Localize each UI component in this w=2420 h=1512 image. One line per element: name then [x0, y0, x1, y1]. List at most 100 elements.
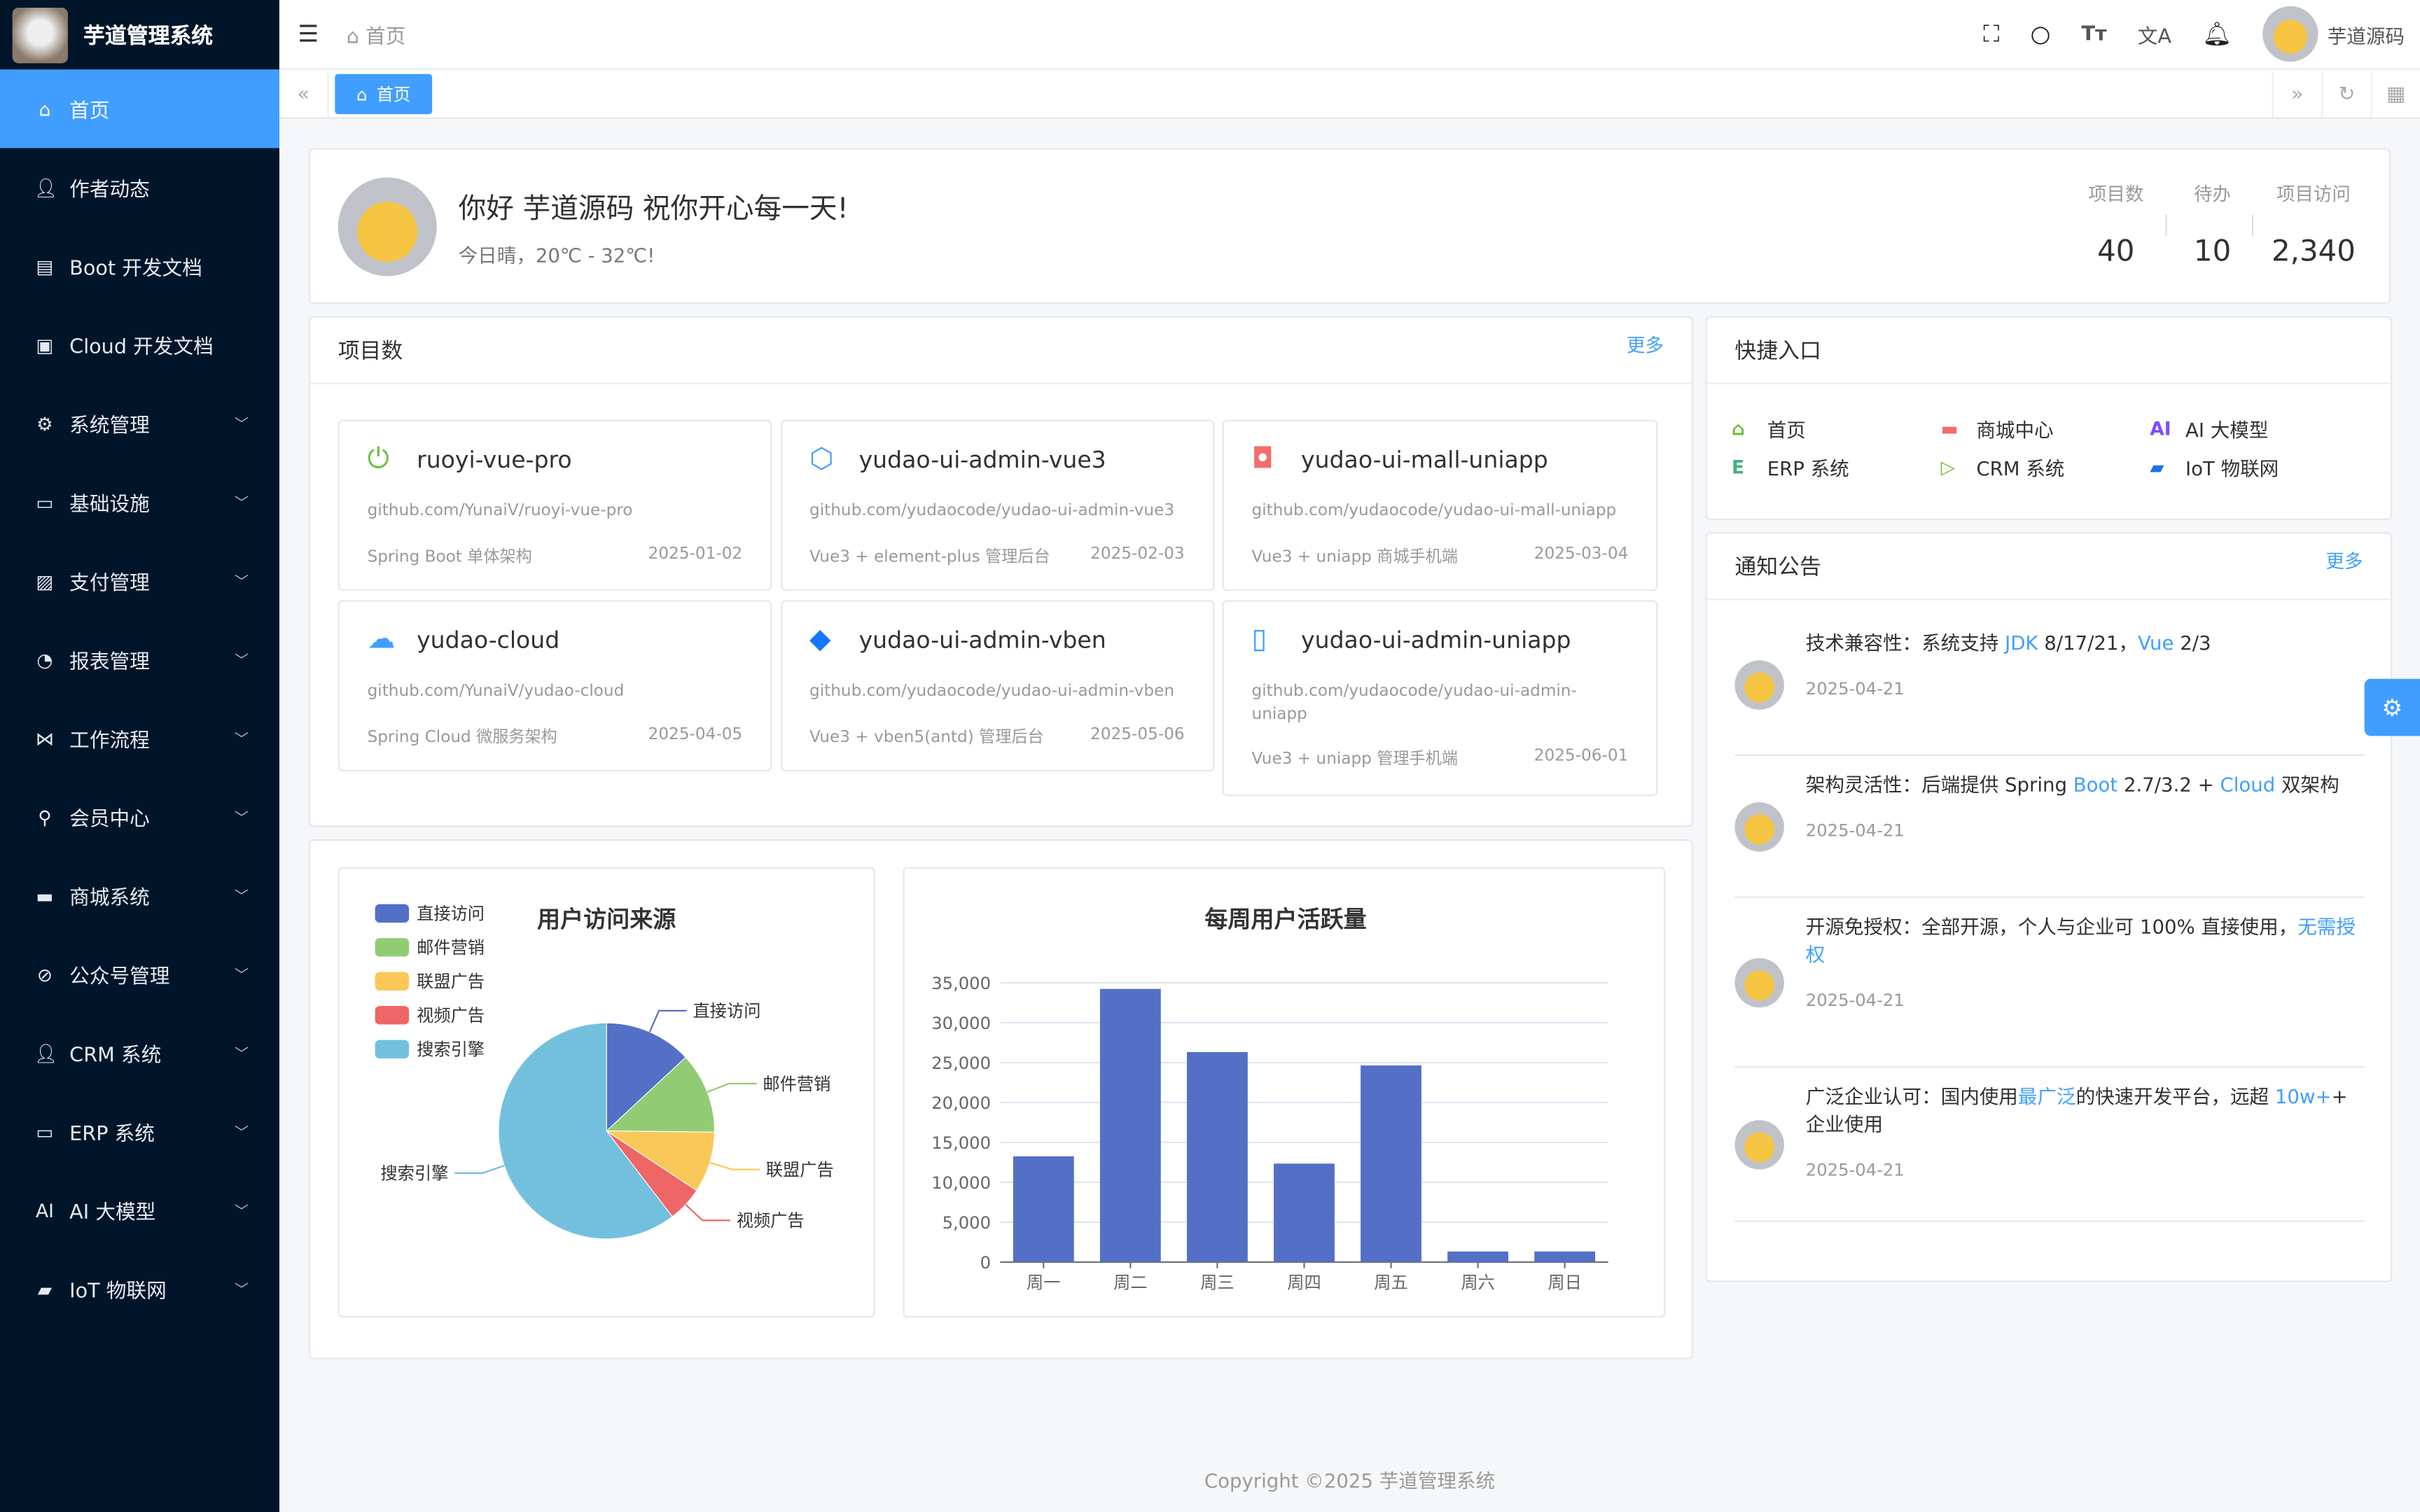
pie-slice[interactable]	[605, 1130, 716, 1191]
project-url[interactable]: github.com/YunaiV/yudao-cloud	[367, 682, 625, 701]
sidebar-item[interactable]: ⚙ 系统管理 ﹀	[0, 384, 279, 463]
font-size-icon[interactable]: Tт	[2081, 22, 2107, 46]
x-tick-label: 周二	[1113, 1272, 1147, 1292]
notice-link[interactable]: 最广泛	[2017, 1084, 2076, 1108]
project-url[interactable]: github.com/yudaocode/yudao-ui-admin-vue3	[809, 501, 1175, 520]
bell-icon[interactable]: 🔔︎	[2202, 20, 2232, 48]
shop-icon: ▬	[36, 885, 54, 906]
grid-icon[interactable]: ▦	[2370, 71, 2420, 118]
sidebar-item[interactable]: ▬ 商城系统 ﹀	[0, 856, 279, 934]
sidebar-item[interactable]: 👤︎ 作者动态	[0, 148, 279, 227]
chevron-down-icon: ﹀	[234, 1283, 249, 1299]
legend-label[interactable]: 视频广告	[417, 1005, 485, 1026]
notice-item[interactable]: 开源免授权：全部开源，个人与企业可 100% 直接使用，无需授权 2025-04-…	[1734, 898, 2365, 1068]
project-item[interactable]: ◘ yudao-ui-mall-uniapp github.com/yudaocod…	[1222, 419, 1658, 592]
notice-item[interactable]: 技术兼容性：系统支持 JDK 8/17/21，Vue 2/3 2025-04-21	[1734, 614, 2365, 757]
project-url[interactable]: github.com/YunaiV/ruoyi-vue-pro	[367, 501, 633, 520]
project-url[interactable]: github.com/yudaocode/yudao-ui-admin-vben	[809, 682, 1175, 701]
notice-link[interactable]: Cloud	[2220, 773, 2276, 797]
legend-label[interactable]: 联盟广告	[417, 972, 485, 992]
sidebar-item[interactable]: ⋈ 工作流程 ﹀	[0, 699, 279, 777]
notice-link[interactable]: 10w+	[2274, 1084, 2332, 1108]
notice-link[interactable]: 无需授权	[1805, 915, 2356, 966]
bar[interactable]	[1361, 1065, 1421, 1262]
legend-swatch[interactable]	[375, 938, 410, 957]
logo[interactable]: 芋道管理系统	[0, 0, 279, 69]
legend-label[interactable]: 直接访问	[417, 904, 485, 924]
sidebar-item[interactable]: ▭ 基础设施 ﹀	[0, 463, 279, 541]
sidebar-item-label: ERP 系统	[69, 1123, 155, 1147]
projects-more-link[interactable]: 更多	[1627, 334, 1664, 356]
sidebar-item[interactable]: ⚲ 会员中心 ﹀	[0, 778, 279, 856]
bar[interactable]	[1099, 988, 1161, 1262]
sidebar-item[interactable]: AI AI 大模型 ﹀	[0, 1171, 279, 1250]
project-item[interactable]: ◆ yudao-ui-admin-vben github.com/yudaocode…	[780, 600, 1214, 772]
sidebar-item[interactable]: ◔ 报表管理 ﹀	[0, 620, 279, 699]
erp-icon: E	[1732, 456, 1745, 478]
pie-label: 联盟广告	[766, 1159, 834, 1180]
refresh-icon[interactable]: ↻	[2321, 71, 2371, 118]
breadcrumb-home[interactable]: 首页	[366, 25, 406, 49]
user-menu[interactable]: 芋道源码	[2262, 6, 2405, 62]
sidebar-item[interactable]: ⌂ 首页	[0, 69, 279, 148]
legend-swatch[interactable]	[375, 1006, 410, 1025]
scroll-right-icon[interactable]: »	[2272, 71, 2321, 118]
bar[interactable]	[1447, 1251, 1509, 1262]
sidebar-item[interactable]: ▣ Cloud 开发文档	[0, 305, 279, 384]
sidebar-item[interactable]: 👤︎ CRM 系统 ﹀	[0, 1014, 279, 1092]
footer-copyright: Copyright ©2025 芋道管理系统	[1204, 1469, 1496, 1492]
bar[interactable]	[1013, 1156, 1074, 1262]
notice-text-part: 的快速开发平台，远超	[2075, 1084, 2275, 1108]
notice-link[interactable]: Vue	[2138, 631, 2174, 654]
sidebar-item[interactable]: ▤ Boot 开发文档	[0, 227, 279, 305]
quick-entry-item[interactable]: ▬ 商城中心	[1941, 414, 2054, 443]
quick-entry-item[interactable]: E ERP 系统	[1732, 452, 1849, 482]
settings-gear-icon[interactable]: ⚙	[2364, 678, 2420, 736]
project-item[interactable]: ⏻ ruoyi-vue-pro github.com/YunaiV/ruoyi-vu…	[338, 419, 772, 592]
notice-item[interactable]: 架构灵活性：后端提供 Spring Boot 2.7/3.2 + Cloud 双…	[1734, 756, 2365, 898]
search-icon[interactable]: ○	[2030, 20, 2051, 48]
quick-entry-label: 商城中心	[1976, 418, 2054, 442]
legend-label[interactable]: 搜索引擎	[417, 1040, 485, 1060]
sidebar-item[interactable]: ▨ 支付管理 ﹀	[0, 542, 279, 620]
bar[interactable]	[1534, 1251, 1596, 1262]
quick-entry-item[interactable]: AI AI 大模型	[2150, 414, 2268, 443]
bar[interactable]	[1186, 1051, 1248, 1262]
quick-entry-label: 首页	[1767, 418, 1806, 442]
sidebar-item[interactable]: ▰ IoT 物联网 ﹀	[0, 1250, 279, 1328]
pie-slice[interactable]	[498, 1022, 673, 1240]
pie-chart-box: 用户访问来源 直接访问 邮件营销 联盟广告 视频广告 搜索引擎 直接访问 邮件营销 联盟广告 视频…	[338, 867, 875, 1318]
quick-entry-item[interactable]: ⌂ 首页	[1732, 414, 1806, 443]
project-url[interactable]: github.com/yudaocode/yudao-ui-admin-unia…	[1251, 682, 1577, 724]
sidebar-item-label: IoT 物联网	[69, 1280, 167, 1304]
bar[interactable]	[1274, 1163, 1335, 1262]
project-item[interactable]: ⬡ yudao-ui-admin-vue3 github.com/yudaocode…	[780, 419, 1214, 592]
sidebar-item[interactable]: ▭ ERP 系统 ﹀	[0, 1093, 279, 1171]
translate-icon[interactable]: 文A	[2137, 25, 2172, 49]
project-item[interactable]: ☁ yudao-cloud github.com/YunaiV/yudao-clou…	[338, 600, 772, 772]
legend-swatch[interactable]	[375, 1040, 410, 1059]
menu-toggle-icon[interactable]: ☰	[298, 20, 319, 48]
fullscreen-icon[interactable]: ⛶	[1983, 20, 2000, 48]
project-url[interactable]: github.com/yudaocode/yudao-ui-mall-uniap…	[1251, 501, 1617, 520]
username: 芋道源码	[2327, 24, 2405, 48]
breadcrumb[interactable]: ⌂ 首页	[346, 25, 406, 49]
notice-more-link[interactable]: 更多	[2325, 550, 2363, 572]
tag-home[interactable]: ⌂ 首页	[335, 74, 433, 115]
legend-swatch[interactable]	[375, 904, 410, 923]
notice-link[interactable]: JDK	[2005, 631, 2038, 654]
notice-item[interactable]: 广泛企业认可：国内使用最广泛的快速开发平台，远超 10w++ 企业使用 2025-…	[1734, 1068, 2365, 1222]
sidebar-item-label: 工作流程	[69, 729, 150, 753]
quick-entry-item[interactable]: ▰ IoT 物联网	[2150, 452, 2279, 482]
sidebar-item[interactable]: ⊘ 公众号管理 ﹀	[0, 935, 279, 1014]
quick-entry-item[interactable]: ▷ CRM 系统	[1941, 452, 2065, 482]
legend-label[interactable]: 邮件营销	[417, 937, 485, 958]
project-item[interactable]: ▯ yudao-ui-admin-uniapp github.com/yudaoco…	[1222, 600, 1658, 797]
legend-swatch[interactable]	[375, 972, 410, 991]
pie-chart: 用户访问来源直接访问邮件营销联盟广告视频广告搜索引擎直接访问邮件营销联盟广告视频…	[375, 904, 834, 1240]
chevron-down-icon: ﹀	[234, 811, 249, 827]
scroll-left-icon[interactable]: «	[279, 71, 329, 118]
monitor-icon: ▭	[36, 491, 54, 513]
pie-slice[interactable]	[606, 1022, 686, 1132]
notice-link[interactable]: Boot	[2073, 773, 2118, 797]
